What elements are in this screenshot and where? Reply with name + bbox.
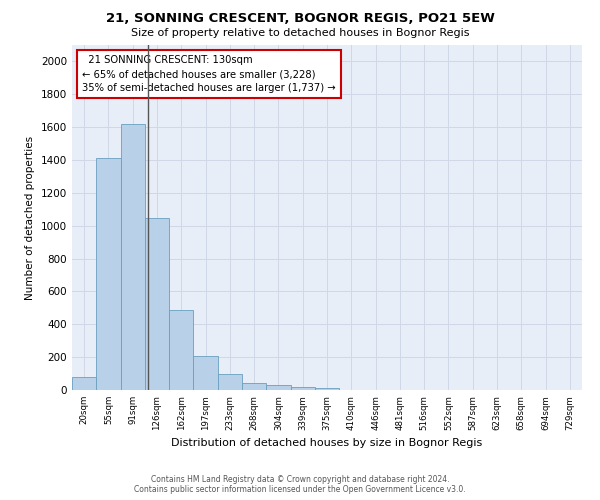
Bar: [96, 158, 121, 390]
Bar: [242, 382, 266, 390]
Bar: [315, 388, 339, 390]
Bar: [193, 356, 218, 390]
Bar: [266, 385, 290, 390]
Bar: [145, 218, 169, 390]
Bar: [121, 124, 145, 390]
Text: Size of property relative to detached houses in Bognor Regis: Size of property relative to detached ho…: [131, 28, 469, 38]
Bar: [290, 386, 315, 390]
Text: 21 SONNING CRESCENT: 130sqm
← 65% of detached houses are smaller (3,228)
35% of : 21 SONNING CRESCENT: 130sqm ← 65% of det…: [82, 56, 336, 94]
Bar: [169, 310, 193, 390]
Bar: [72, 377, 96, 390]
Text: 21, SONNING CRESCENT, BOGNOR REGIS, PO21 5EW: 21, SONNING CRESCENT, BOGNOR REGIS, PO21…: [106, 12, 494, 26]
X-axis label: Distribution of detached houses by size in Bognor Regis: Distribution of detached houses by size …: [172, 438, 482, 448]
Text: Contains HM Land Registry data © Crown copyright and database right 2024.
Contai: Contains HM Land Registry data © Crown c…: [134, 474, 466, 494]
Y-axis label: Number of detached properties: Number of detached properties: [25, 136, 35, 300]
Bar: [218, 374, 242, 390]
